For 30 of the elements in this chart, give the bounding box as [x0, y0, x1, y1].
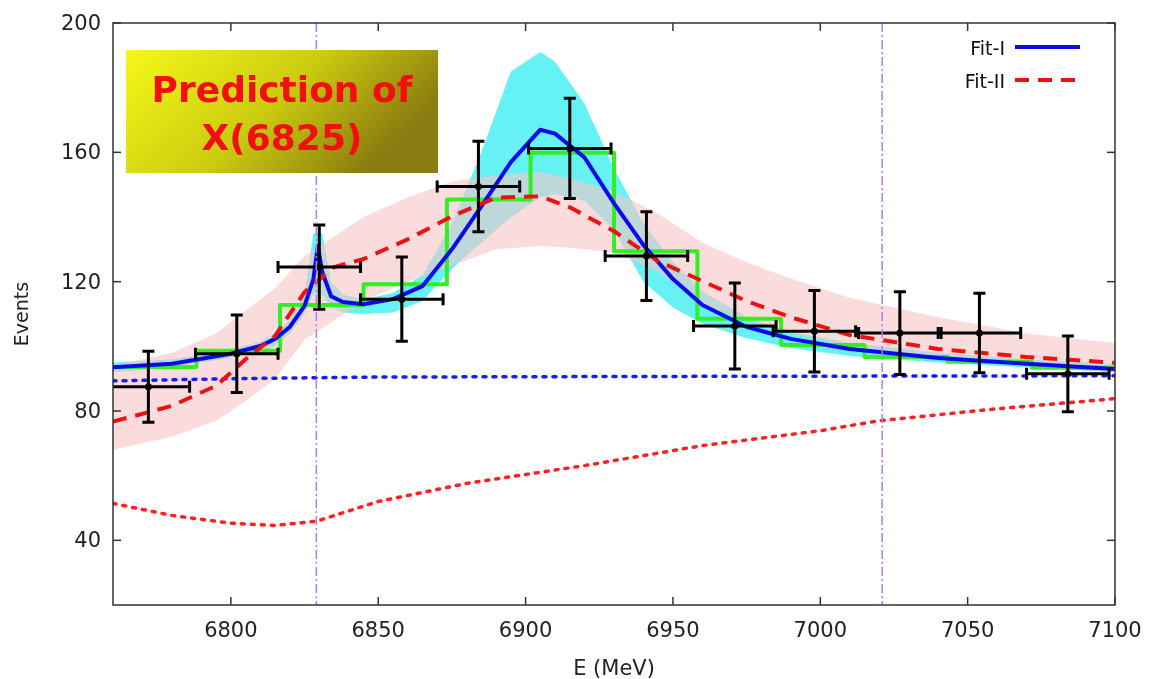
- x-tick-label: 6850: [351, 618, 405, 642]
- legend-label: Fit-I: [970, 37, 1005, 59]
- x-tick-label: 6800: [204, 618, 258, 642]
- point: [642, 252, 650, 260]
- point: [810, 327, 818, 335]
- x-tick-label: 7000: [793, 618, 848, 642]
- point: [233, 350, 241, 358]
- line-series: [113, 396, 1115, 528]
- point: [398, 295, 406, 303]
- point: [896, 329, 904, 337]
- point: [474, 183, 482, 191]
- x-tick-label: 6900: [498, 618, 553, 642]
- point: [975, 329, 983, 337]
- y-axis-title: Events: [10, 281, 32, 347]
- x-axis-title: E (MeV): [573, 656, 655, 679]
- point: [144, 383, 152, 391]
- line-series: [113, 194, 1115, 424]
- point: [1064, 370, 1072, 378]
- x-tick-label: 7050: [940, 618, 995, 642]
- annotation: Prediction of X(6825): [151, 69, 413, 158]
- x-tick-label: 6950: [646, 618, 700, 642]
- point: [731, 322, 739, 330]
- legend-label: Fit-II: [964, 70, 1005, 92]
- y-tick-label: 200: [60, 11, 101, 35]
- x-tick-label: 7100: [1088, 618, 1142, 642]
- y-tick-label: 160: [60, 140, 101, 165]
- y-tick-label: 80: [74, 399, 101, 423]
- y-tick-label: 40: [74, 528, 101, 553]
- point: [566, 144, 574, 152]
- y-tick-label: 120: [60, 269, 101, 294]
